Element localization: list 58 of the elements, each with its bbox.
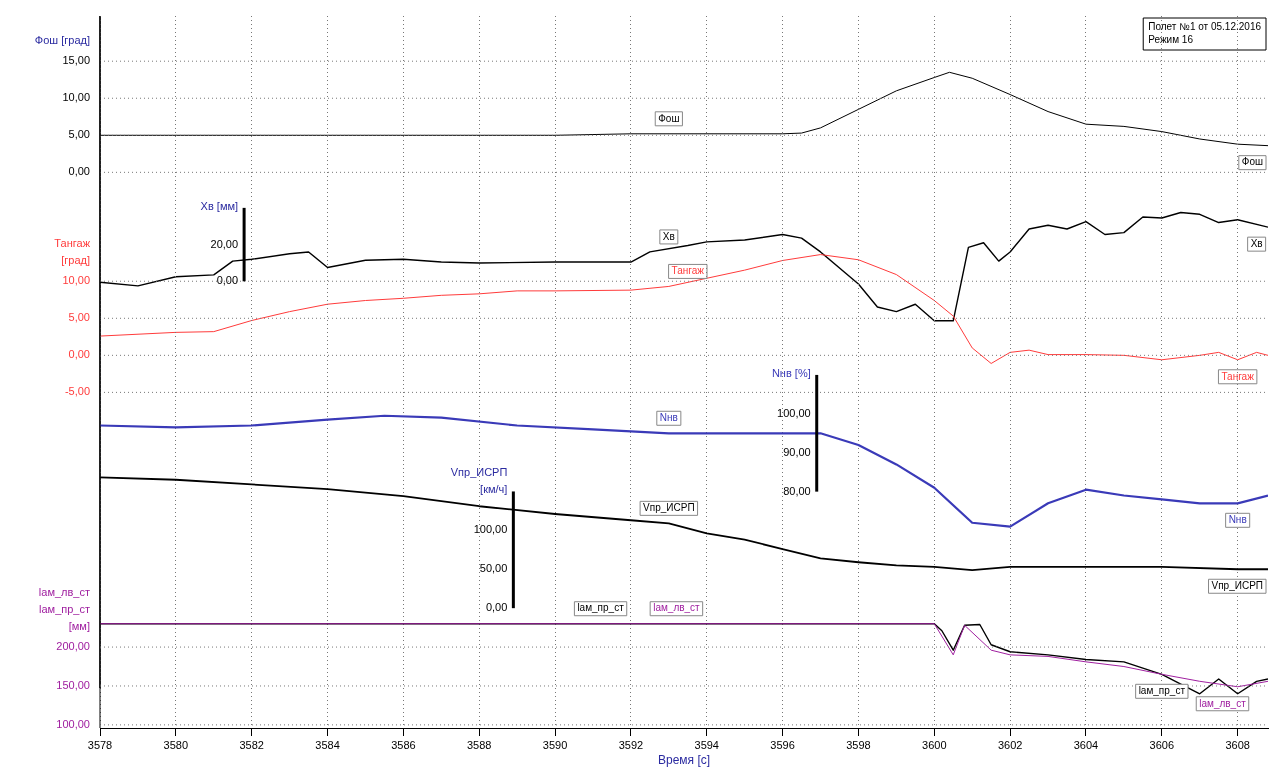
y3-tick-label: 50,00 [479,562,508,575]
y-axis-title: Тангаж [град] [54,237,91,267]
x-tick-label: 3590 [542,738,568,751]
text: lам_пр_ст [577,602,624,614]
series-label: Vпр_ИСРП [643,502,695,514]
x-tick-label: 3600 [922,738,947,751]
x-tick-label: 3604 [1073,738,1099,751]
annotation: Полет №1 от 05.12.2016 [1148,20,1262,32]
y3-tick-label: 0,00 [485,601,508,614]
series-label: Xв [662,230,675,242]
x-tick-label: 3598 [846,738,871,751]
y2-tick-label: 20,00 [210,237,239,250]
text: Xв [1250,237,1263,249]
series-label: lам_лв_ст [653,602,701,614]
x-tick-label: 3602 [997,738,1023,751]
y-tick-label: 100,00 [56,717,90,730]
series-label: Nнв [659,412,678,424]
y-tick-label: -5,00 [64,385,90,398]
y-tick-label: 0,00 [68,348,90,361]
text: Vпр_ИСРП [1211,580,1264,592]
x-tick-label: 3586 [391,738,416,751]
y-tick-label: 150,00 [56,679,90,692]
y2-tick-label: 90,00 [783,445,811,458]
annotation: Режим 16 [1148,33,1194,45]
x-tick-label: 3592 [618,738,644,751]
y3-axis-title: Vпр_ИСРП [км/ч] [450,466,508,496]
y2-axis-title: Nнв [%] [771,366,811,379]
series-label: Фош [658,112,680,124]
text: Nнв [1228,514,1247,526]
y-tick-label: 10,00 [62,91,90,104]
y-tick-label: 5,00 [68,128,90,141]
series-label: Тангаж [671,265,705,277]
y2-tick-label: 100,00 [777,406,811,419]
y-axis-title: lам_лв_ст lам_пр_ст [мм] [38,586,90,633]
x-axis-title: Время [с] [657,753,711,768]
x-tick-label: 3606 [1149,738,1175,751]
x-tick-label: 3596 [770,738,795,751]
y-tick-label: 5,00 [68,311,90,324]
text: Тангаж [1221,370,1254,382]
y2-axis-title: Xв [мм] [200,199,239,212]
x-tick-label: 3582 [239,738,264,751]
text: Фош [1241,156,1263,168]
y3-tick-label: 100,00 [473,523,508,536]
x-tick-label: 3594 [694,738,719,751]
x-tick-label: 3608 [1225,738,1250,751]
y2-tick-label: 80,00 [783,484,811,497]
x-tick-label: 3584 [315,738,340,751]
x-tick-label: 3588 [466,738,492,751]
x-tick-label: 3578 [87,738,113,751]
y-tick-label: 10,00 [62,274,90,287]
y2-tick-label: 0,00 [216,274,239,287]
x-tick-label: 3580 [163,738,189,751]
text: lам_лв_ст [1199,697,1246,709]
y-tick-label: 200,00 [56,640,90,653]
y-tick-label: 15,00 [62,54,90,67]
series-label: lам_пр_ст [1138,685,1186,697]
y-tick-label: 0,00 [68,165,90,178]
y-axis-title: Фош [град] [34,34,90,47]
